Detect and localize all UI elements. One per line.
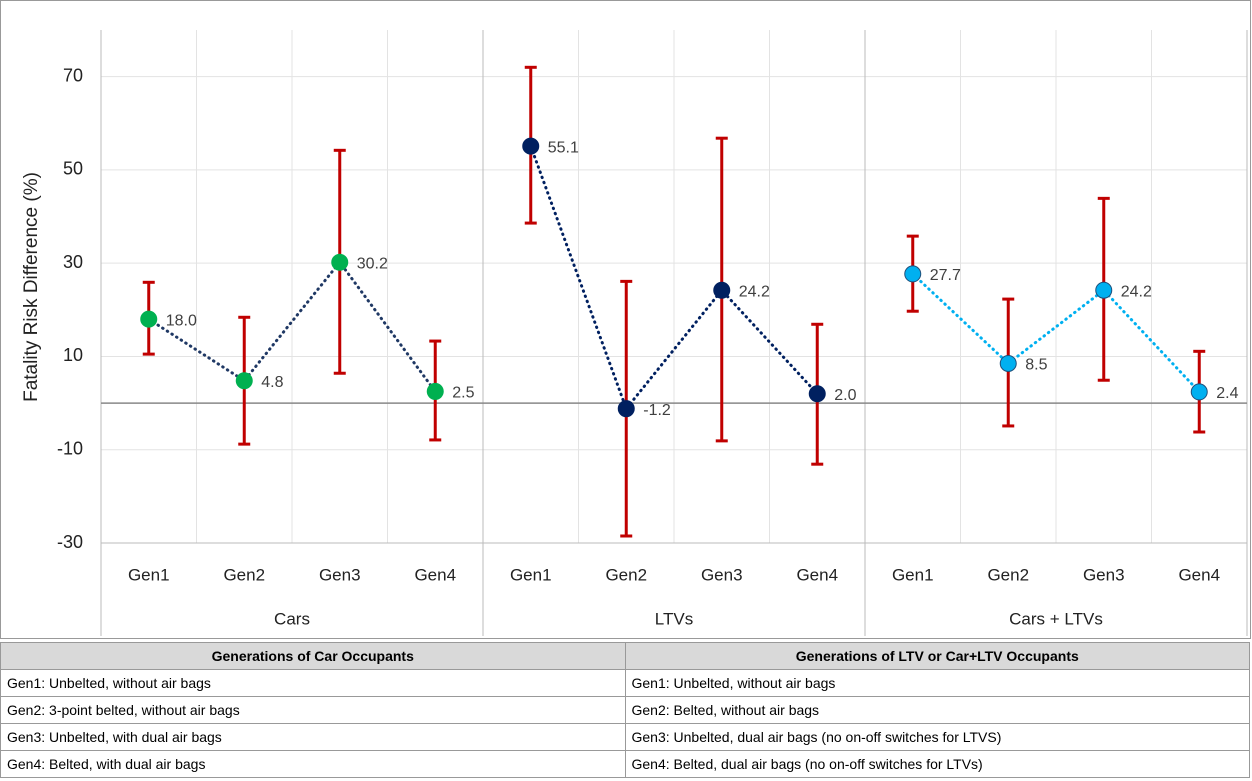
marker: [140, 310, 158, 328]
x-tick-label: Gen1: [892, 565, 934, 584]
y-tick-label: 30: [63, 252, 83, 272]
x-tick-label: Gen3: [701, 565, 743, 584]
table-cell: Gen1: Unbelted, without air bags: [624, 669, 1250, 697]
x-tick-label: Gen1: [128, 565, 170, 584]
table-header: Generations of Car Occupants: [0, 642, 626, 670]
marker: [426, 382, 444, 400]
y-tick-label: 50: [63, 159, 83, 179]
marker: [904, 265, 922, 283]
data-label: 27.7: [930, 267, 961, 284]
table-cell: Gen1: Unbelted, without air bags: [0, 669, 626, 697]
data-label: 24.2: [1121, 283, 1152, 300]
data-label: 8.5: [1025, 357, 1047, 374]
data-label: 55.1: [548, 139, 579, 156]
table-cell: Gen2: Belted, without air bags: [624, 696, 1250, 724]
data-label: 18.0: [166, 312, 197, 329]
x-tick-label: Gen4: [796, 565, 838, 584]
marker: [1095, 281, 1113, 299]
chart: Fatality Risk Difference (%) -30 -10 10 30 5…: [0, 0, 1251, 639]
group-label: Cars + LTVs: [1009, 609, 1103, 628]
x-tick-label: Gen4: [1178, 565, 1220, 584]
x-tick-label: Gen2: [987, 565, 1029, 584]
data-label: 4.8: [261, 374, 283, 391]
series-line: [911, 272, 1201, 394]
series-line: [147, 259, 437, 393]
y-tick-label: -10: [57, 438, 83, 458]
data-label: 24.2: [739, 283, 770, 300]
y-tick-label: -30: [57, 532, 83, 552]
group-label: Cars: [274, 609, 310, 628]
legend-table: Generations of Car Occupants Generations…: [0, 642, 1250, 778]
data-label: 2.4: [1216, 385, 1238, 402]
x-tick-label: Gen3: [319, 565, 361, 584]
x-tick-label: Gen2: [605, 565, 647, 584]
series-line: [529, 144, 819, 412]
table-cell: Gen3: Unbelted, with dual air bags: [0, 723, 626, 751]
x-tick-label: Gen4: [414, 565, 456, 584]
marker: [617, 400, 635, 418]
marker: [808, 385, 826, 403]
marker: [713, 281, 731, 299]
table-cell: Gen2: 3-point belted, without air bags: [0, 696, 626, 724]
x-tick-label: Gen1: [510, 565, 552, 584]
table-cell: Gen3: Unbelted, dual air bags (no on-off…: [624, 723, 1250, 751]
data-label: 2.5: [452, 385, 474, 402]
y-axis-title: Fatality Risk Difference (%): [21, 172, 42, 402]
marker: [1190, 383, 1208, 401]
data-label: 2.0: [834, 387, 856, 404]
marker: [522, 137, 540, 155]
y-tick-label: 70: [63, 65, 83, 85]
x-tick-label: Gen2: [223, 565, 265, 584]
marker: [331, 253, 349, 271]
marker: [235, 372, 253, 390]
table-cell: Gen4: Belted, dual air bags (no on-off s…: [624, 750, 1250, 778]
x-tick-label: Gen3: [1083, 565, 1125, 584]
data-label: -1.2: [643, 402, 671, 419]
data-label: 30.2: [357, 255, 388, 272]
y-tick-label: 10: [63, 345, 83, 365]
marker: [999, 354, 1017, 372]
table-header: Generations of LTV or Car+LTV Occupants: [624, 642, 1250, 670]
group-label: LTVs: [655, 609, 693, 628]
table-cell: Gen4: Belted, with dual air bags: [0, 750, 626, 778]
